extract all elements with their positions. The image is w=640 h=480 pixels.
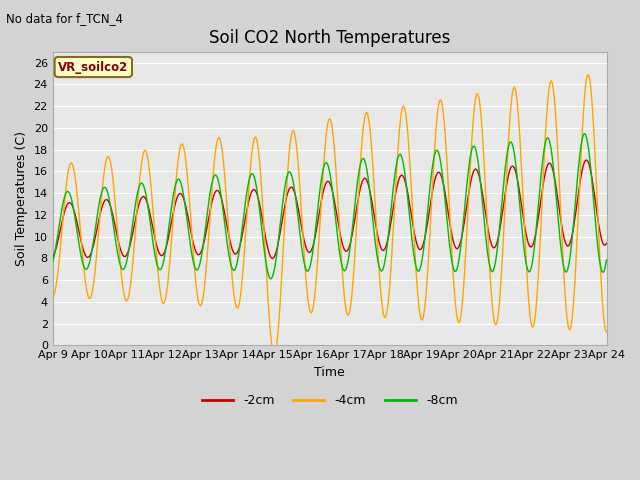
X-axis label: Time: Time [314,366,345,379]
Text: No data for f_TCN_4: No data for f_TCN_4 [6,12,124,25]
Title: Soil CO2 North Temperatures: Soil CO2 North Temperatures [209,29,451,48]
Legend: -2cm, -4cm, -8cm: -2cm, -4cm, -8cm [196,389,463,412]
Text: VR_soilco2: VR_soilco2 [58,60,129,73]
Y-axis label: Soil Temperatures (C): Soil Temperatures (C) [15,131,28,266]
